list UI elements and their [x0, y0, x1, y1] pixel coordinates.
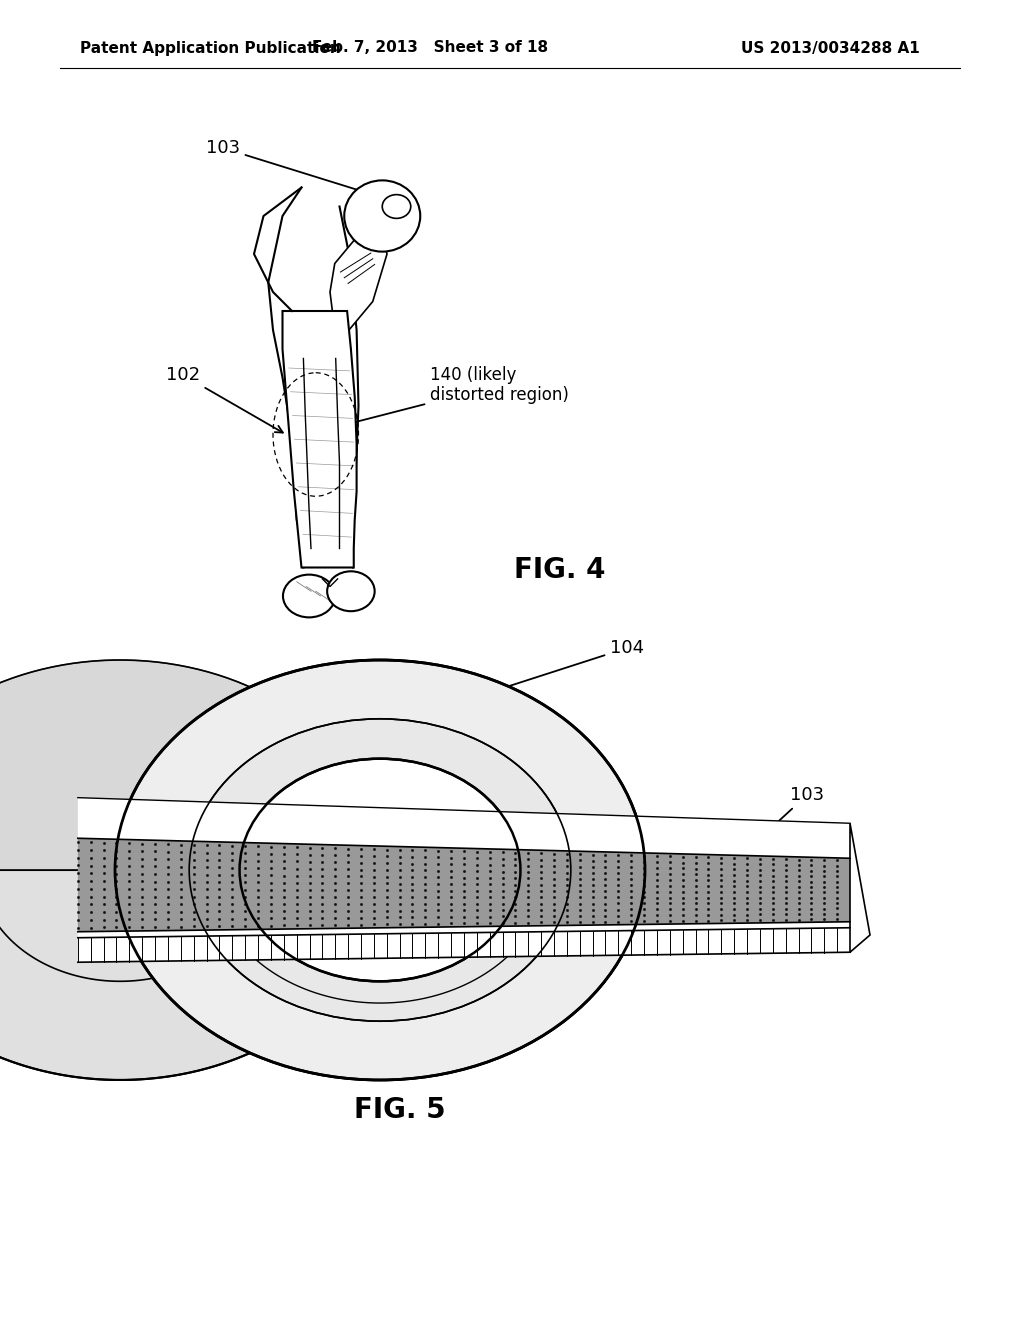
- Polygon shape: [78, 921, 850, 937]
- Text: 102: 102: [166, 366, 283, 433]
- Text: 103: 103: [206, 139, 373, 195]
- Ellipse shape: [327, 572, 375, 611]
- Ellipse shape: [240, 759, 520, 981]
- Polygon shape: [78, 952, 850, 962]
- Text: FIG. 5: FIG. 5: [354, 1096, 445, 1125]
- Polygon shape: [850, 824, 870, 952]
- Polygon shape: [78, 928, 850, 962]
- Polygon shape: [0, 660, 645, 870]
- Ellipse shape: [283, 574, 335, 618]
- Text: 103: 103: [724, 785, 824, 871]
- Polygon shape: [268, 187, 358, 568]
- Polygon shape: [78, 797, 850, 858]
- Ellipse shape: [115, 660, 645, 1080]
- Text: Patent Application Publication: Patent Application Publication: [80, 41, 341, 55]
- Ellipse shape: [344, 181, 420, 252]
- Text: Feb. 7, 2013   Sheet 3 of 18: Feb. 7, 2013 Sheet 3 of 18: [312, 41, 548, 55]
- Ellipse shape: [382, 194, 411, 218]
- Text: US 2013/0034288 A1: US 2013/0034288 A1: [741, 41, 920, 55]
- Text: FIG. 4: FIG. 4: [514, 556, 606, 583]
- Polygon shape: [283, 312, 356, 568]
- Polygon shape: [330, 235, 387, 330]
- Polygon shape: [0, 870, 645, 1080]
- Ellipse shape: [189, 719, 570, 1022]
- Polygon shape: [78, 838, 850, 932]
- Text: 104: 104: [477, 639, 644, 697]
- Text: 140 (likely
distorted region): 140 (likely distorted region): [350, 366, 569, 425]
